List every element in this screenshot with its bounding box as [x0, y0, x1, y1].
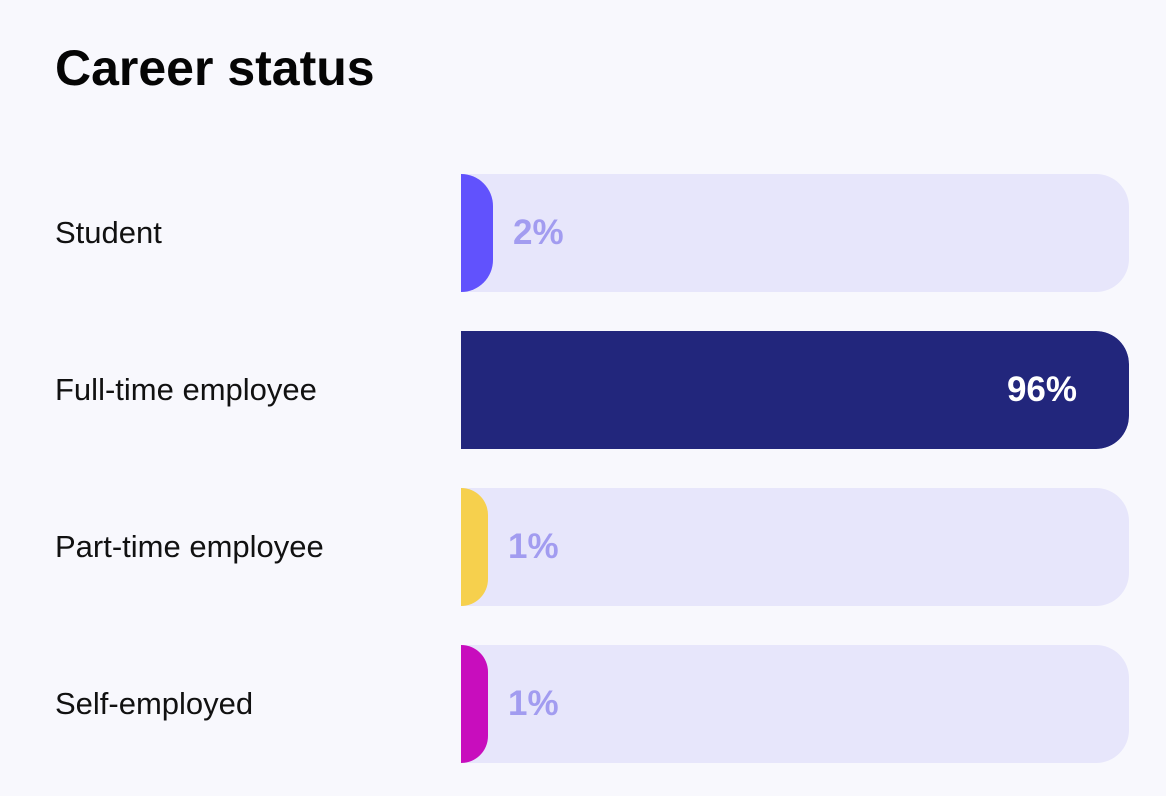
bar-track: 96% — [461, 331, 1129, 449]
bar — [461, 645, 488, 763]
bar — [461, 488, 488, 606]
category-label: Part-time employee — [55, 529, 324, 564]
bar-row: Self-employed 1% — [0, 645, 1166, 763]
bar — [461, 331, 1129, 449]
bar-value-label: 1% — [508, 684, 559, 723]
bar-track: 1% — [461, 645, 1129, 763]
bar-value-label: 1% — [508, 527, 559, 566]
bar-track: 2% — [461, 174, 1129, 292]
bar — [461, 174, 493, 292]
bar-value-label: 96% — [1006, 370, 1077, 409]
category-label: Student — [55, 215, 162, 250]
bar-value-label: 2% — [513, 213, 564, 252]
chart-title: Career status — [55, 40, 375, 96]
category-label: Self-employed — [55, 686, 254, 721]
bar-row: Part-time employee 1% — [0, 488, 1166, 606]
bar-track: 1% — [461, 488, 1129, 606]
bar-row: Full-time employee 96% — [0, 331, 1166, 449]
category-label: Full-time employee — [55, 372, 317, 407]
bar-row: Student 2% — [0, 174, 1166, 292]
